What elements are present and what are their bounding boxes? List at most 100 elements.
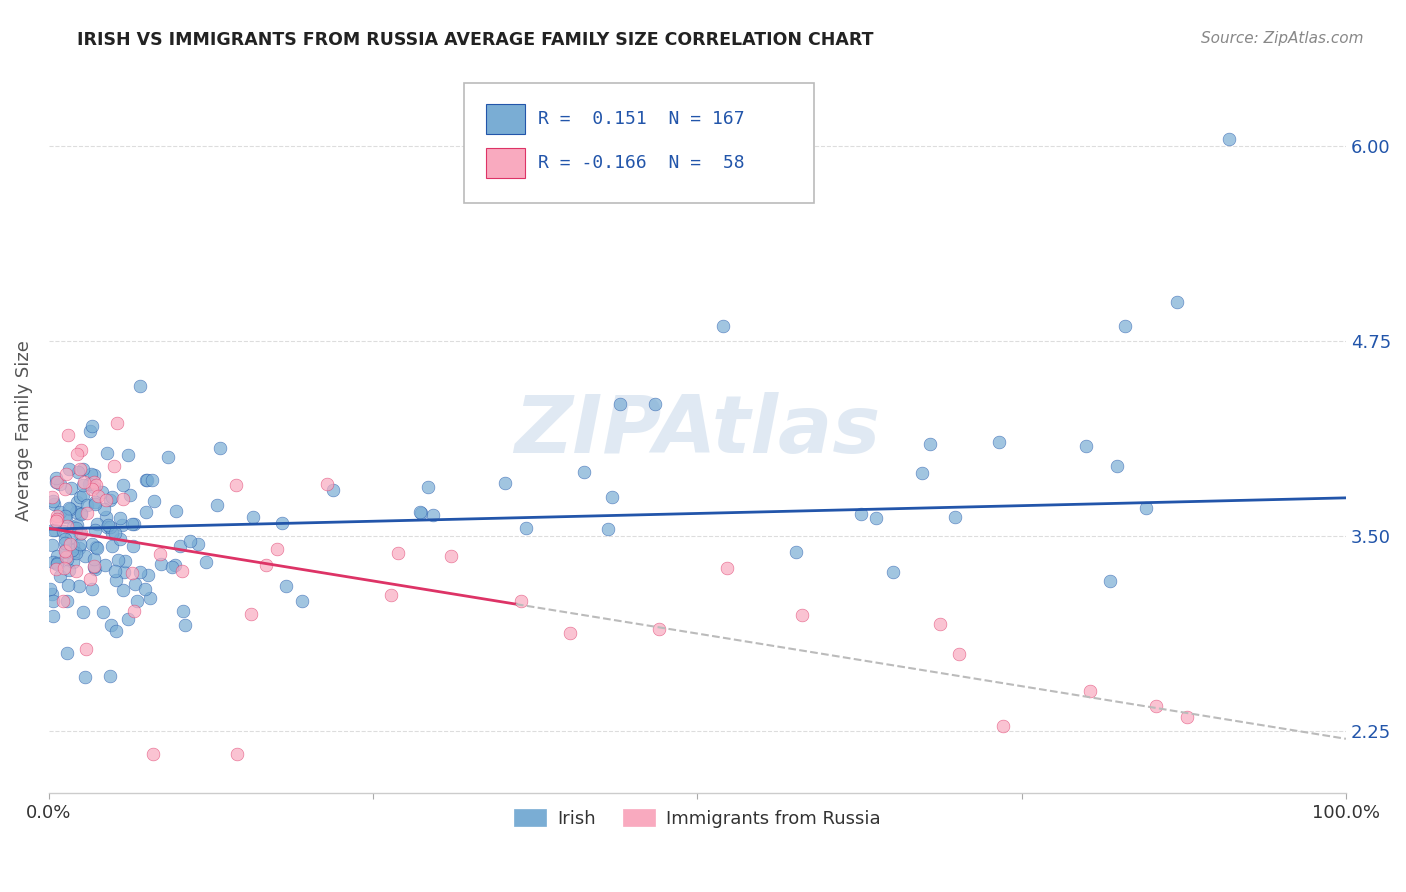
Point — [41, 587, 63, 601]
Point — [274, 579, 297, 593]
Point — [911, 467, 934, 481]
Point — [411, 506, 433, 520]
Point — [105, 416, 128, 430]
Point — [65, 564, 87, 578]
Point — [44, 524, 66, 538]
Point — [515, 520, 537, 534]
Point — [53, 533, 76, 547]
Point — [46, 475, 69, 490]
Point — [987, 434, 1010, 449]
Point — [141, 473, 163, 487]
Point — [83, 467, 105, 482]
Point — [82, 537, 104, 551]
Point — [865, 510, 887, 524]
Point — [104, 564, 127, 578]
Point — [46, 556, 69, 570]
Point — [648, 622, 671, 636]
Point — [98, 520, 121, 534]
Point — [69, 462, 91, 476]
Point — [73, 475, 96, 489]
Point — [122, 604, 145, 618]
Point — [107, 553, 129, 567]
Point — [66, 518, 89, 533]
Point — [111, 477, 134, 491]
Point — [58, 501, 80, 516]
Point — [290, 594, 312, 608]
Point — [86, 540, 108, 554]
Point — [409, 505, 432, 519]
Point — [77, 476, 100, 491]
Point — [67, 541, 90, 555]
Point — [991, 719, 1014, 733]
Point — [117, 612, 139, 626]
Point — [41, 609, 63, 624]
Point — [91, 605, 114, 619]
Point — [73, 670, 96, 684]
Point — [96, 510, 118, 524]
Point — [83, 559, 105, 574]
Point — [134, 582, 156, 597]
Point — [225, 478, 247, 492]
Point — [58, 563, 80, 577]
Point — [52, 561, 75, 575]
Point — [49, 505, 72, 519]
Point — [162, 559, 184, 574]
Point — [83, 552, 105, 566]
Point — [72, 488, 94, 502]
Point — [1166, 295, 1188, 310]
Point — [100, 526, 122, 541]
Point — [44, 497, 66, 511]
Point — [66, 494, 89, 508]
Point — [785, 545, 807, 559]
Point — [97, 518, 120, 533]
Point — [1076, 439, 1098, 453]
Point — [83, 558, 105, 573]
Point — [1144, 698, 1167, 713]
Text: R =  0.151  N = 167: R = 0.151 N = 167 — [538, 111, 745, 128]
Point — [254, 558, 277, 572]
Point — [39, 582, 62, 596]
Point — [41, 538, 63, 552]
Point — [1175, 710, 1198, 724]
Point — [83, 562, 105, 576]
Point — [122, 517, 145, 532]
Point — [139, 591, 162, 605]
Point — [440, 549, 463, 563]
Point — [96, 493, 118, 508]
Point — [55, 545, 77, 559]
Point — [41, 523, 63, 537]
Point — [75, 549, 97, 564]
Point — [46, 549, 69, 564]
Point — [609, 397, 631, 411]
Point — [45, 562, 67, 576]
Point — [72, 605, 94, 619]
Point — [194, 555, 217, 569]
Point — [187, 536, 209, 550]
Point — [60, 530, 83, 544]
Point — [56, 552, 79, 566]
Point — [149, 547, 172, 561]
Point — [114, 554, 136, 568]
Point — [83, 480, 105, 494]
Point — [86, 477, 108, 491]
Point — [62, 545, 84, 559]
Point — [157, 450, 180, 465]
Point — [49, 569, 72, 583]
Point — [103, 458, 125, 473]
Point — [87, 489, 110, 503]
Point — [124, 577, 146, 591]
Point — [80, 418, 103, 433]
Point — [510, 594, 533, 608]
Point — [416, 480, 439, 494]
Point — [83, 475, 105, 489]
Point — [112, 566, 135, 580]
Point — [42, 494, 65, 508]
Point — [918, 436, 941, 450]
Point — [56, 519, 79, 533]
Point — [129, 566, 152, 580]
Point — [380, 588, 402, 602]
Point — [142, 493, 165, 508]
Point — [127, 593, 149, 607]
Point — [69, 526, 91, 541]
Point — [42, 594, 65, 608]
